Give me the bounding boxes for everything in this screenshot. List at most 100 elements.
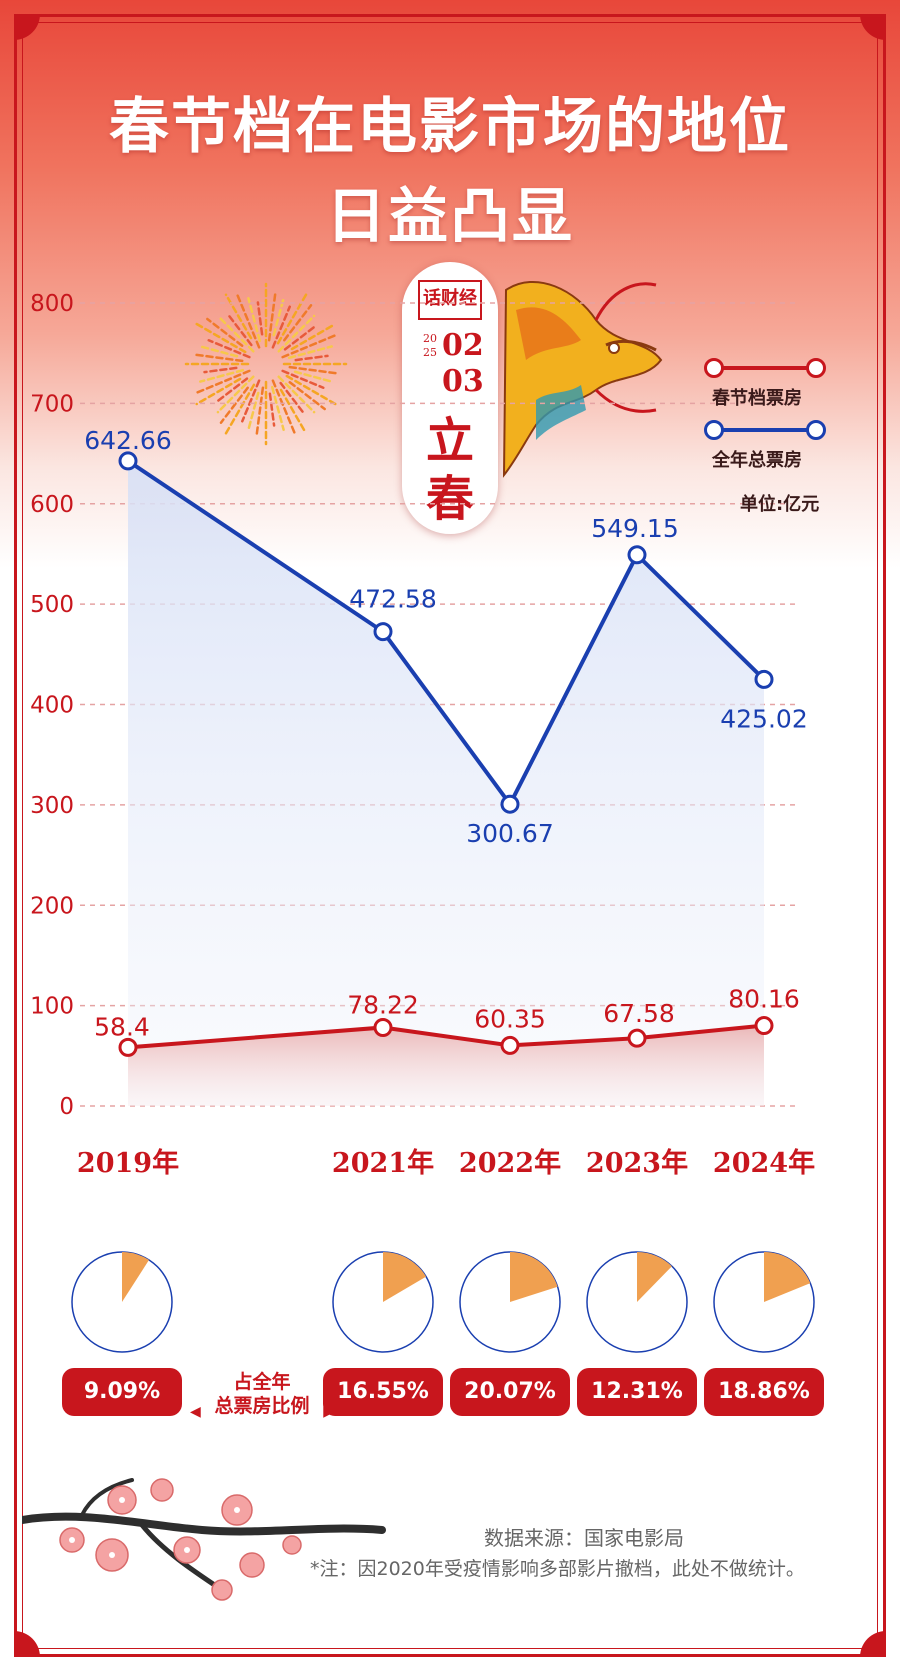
legend-marker-annual-start bbox=[704, 420, 724, 440]
badge-date: 02 03 bbox=[442, 328, 486, 400]
firework-ray bbox=[285, 374, 337, 406]
firework-ray bbox=[288, 365, 341, 375]
y-tick-label: 800 bbox=[30, 291, 74, 317]
firework-ray bbox=[294, 354, 329, 362]
share-pie-chart bbox=[71, 1251, 173, 1353]
badge-year-top: 20 bbox=[423, 332, 437, 345]
firework-ray bbox=[195, 322, 247, 354]
legend-line-annual bbox=[714, 428, 814, 432]
data-label-annual: 425.02 bbox=[720, 704, 807, 733]
firework-ray bbox=[290, 322, 337, 351]
share-percent-label: 12.31% bbox=[577, 1368, 697, 1416]
left-arrow-icon: ◀ bbox=[190, 1404, 201, 1420]
firework-ray bbox=[191, 353, 244, 363]
data-label-spring: 80.16 bbox=[728, 985, 800, 1014]
solar-term-char-1: 立 bbox=[425, 413, 474, 469]
firework-ray bbox=[203, 366, 238, 374]
firework-ray bbox=[247, 297, 262, 343]
data-point-spring bbox=[118, 1037, 138, 1057]
firework-ray bbox=[271, 305, 291, 349]
legend-marker-spring-end bbox=[806, 358, 826, 378]
x-tick-label: 2021年 bbox=[332, 1147, 434, 1179]
pie-slice bbox=[383, 1252, 427, 1302]
share-percent-label: 16.55% bbox=[323, 1368, 443, 1416]
firework-ray bbox=[288, 381, 326, 411]
y-tick-label: 0 bbox=[59, 1094, 74, 1120]
firework-ray bbox=[255, 386, 265, 439]
legend-label-annual: 全年总票房 bbox=[712, 450, 802, 471]
pie-slice bbox=[764, 1252, 811, 1302]
y-tick-label: 400 bbox=[30, 693, 74, 719]
legend-item-annual: 全年总票房 bbox=[700, 420, 850, 482]
plum-blossom-branch-illustration bbox=[22, 1478, 386, 1601]
legend-marker-annual-end bbox=[806, 420, 826, 440]
firework-ray bbox=[270, 385, 285, 431]
title-line-2: 日益凸显 bbox=[326, 182, 574, 252]
firework-ray bbox=[199, 368, 245, 383]
data-label-annual: 549.15 bbox=[591, 514, 678, 543]
solar-term-name: 立 春 bbox=[402, 412, 498, 528]
firework-ray bbox=[247, 391, 260, 431]
data-label-annual: 472.58 bbox=[349, 585, 436, 614]
x-tick-label: 2019年 bbox=[77, 1147, 179, 1179]
firework-ray bbox=[293, 370, 333, 383]
firework-ray bbox=[272, 297, 285, 337]
y-tick-label: 700 bbox=[30, 391, 74, 417]
firework-ray bbox=[267, 289, 277, 342]
title-line-1: 春节档在电影市场的地位 bbox=[109, 92, 791, 162]
firework-ray bbox=[216, 375, 255, 414]
pie-slice bbox=[637, 1252, 672, 1302]
share-percent-label: 20.07% bbox=[450, 1368, 570, 1416]
data-point-annual bbox=[754, 669, 774, 689]
corner-ornament bbox=[860, 1631, 886, 1657]
data-source: 数据来源：国家电影局 bbox=[484, 1526, 684, 1550]
series-area-spring bbox=[128, 1025, 764, 1106]
y-tick-label: 100 bbox=[30, 994, 74, 1020]
data-label-spring: 60.35 bbox=[474, 1004, 546, 1033]
firework-ray bbox=[196, 369, 251, 394]
dragon-illustration bbox=[502, 280, 663, 478]
data-point-annual bbox=[373, 622, 393, 642]
data-point-annual bbox=[500, 794, 520, 814]
data-label-annual: 642.66 bbox=[84, 426, 171, 455]
data-point-spring bbox=[627, 1028, 647, 1048]
firework-ray bbox=[279, 388, 308, 435]
share-pie-chart bbox=[332, 1251, 434, 1353]
legend-line-spring bbox=[714, 366, 814, 370]
data-point-spring bbox=[500, 1035, 520, 1055]
firework-ray bbox=[219, 386, 249, 424]
share-pie-row: 9.09% 16.55% 20.07% 12.31% 18.86% bbox=[0, 1248, 900, 1428]
firework-ray bbox=[283, 304, 313, 342]
share-caption: ◀ 占全年 总票房比例 ▶ bbox=[186, 1370, 338, 1420]
firework-ray bbox=[241, 379, 261, 423]
x-tick-label: 2022年 bbox=[459, 1147, 561, 1179]
data-point-spring bbox=[373, 1017, 393, 1037]
badge-year: 20 25 bbox=[420, 332, 440, 360]
badge-day: 03 bbox=[442, 364, 484, 399]
firework-ray bbox=[206, 317, 244, 347]
firework-ray bbox=[195, 377, 242, 406]
legend-item-spring: 春节档票房 bbox=[700, 358, 850, 420]
data-label-spring: 67.58 bbox=[603, 999, 675, 1028]
share-caption-line-2: 总票房比例 bbox=[214, 1395, 310, 1417]
x-tick-label: 2023年 bbox=[586, 1147, 688, 1179]
y-tick-label: 200 bbox=[30, 893, 74, 919]
y-tick-label: 600 bbox=[30, 492, 74, 518]
firework-ray bbox=[215, 377, 249, 403]
data-point-spring bbox=[754, 1016, 774, 1036]
firework-ray bbox=[281, 334, 336, 359]
firework-ray bbox=[199, 345, 239, 358]
badge-month: 02 bbox=[442, 328, 484, 363]
data-point-annual bbox=[118, 451, 138, 471]
firework-ray bbox=[287, 345, 333, 360]
pie-slice bbox=[122, 1252, 150, 1302]
share-pie-chart bbox=[713, 1251, 815, 1353]
firework-ray bbox=[277, 375, 316, 414]
share-caption-line-1: 占全年 bbox=[233, 1371, 291, 1393]
firework-ray bbox=[224, 293, 253, 340]
solar-term-char-2: 春 bbox=[425, 471, 474, 527]
firework-ray bbox=[268, 392, 276, 427]
series-area-annual bbox=[128, 460, 764, 1106]
y-tick-label: 300 bbox=[30, 793, 74, 819]
